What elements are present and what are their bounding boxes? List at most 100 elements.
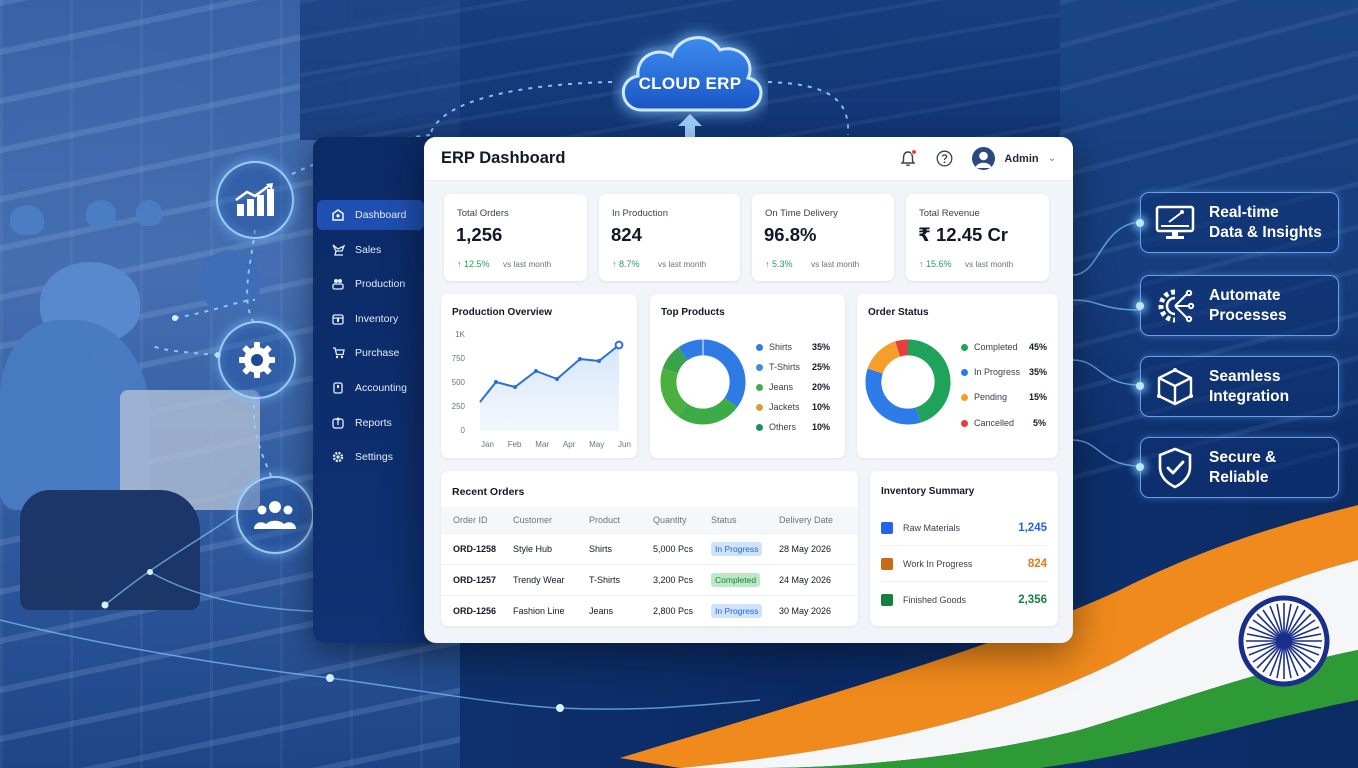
help-button[interactable] (934, 149, 954, 169)
production-line-chart (479, 340, 624, 431)
order-id[interactable]: ORD-1256 (441, 594, 513, 626)
legend-item: T-Shirts 25% (756, 362, 830, 372)
sidebar-item-sales[interactable]: Sales (317, 235, 424, 265)
factory-icon (331, 277, 345, 291)
kpi-comparison: vs last month (658, 260, 707, 269)
sidebar-item-label: Inventory (355, 312, 399, 325)
sidebar-item-label: Reports (355, 416, 392, 429)
kpi-value: ₹ 12.45 Cr (918, 224, 1009, 245)
inventory-item-work-in-progress[interactable]: Work In Progress 824 (881, 546, 1047, 582)
help-icon (936, 150, 953, 167)
feature-realtime-data: Real-time Data & Insights (1140, 192, 1339, 253)
sidebar-item-inventory[interactable]: Inventory (317, 304, 424, 334)
team-circle (236, 476, 314, 554)
column-header[interactable]: Status (711, 507, 779, 533)
feature-line2: Reliable (1209, 468, 1269, 486)
cube-icon (1157, 367, 1193, 405)
notifications-button[interactable] (898, 148, 918, 169)
sidebar-item-settings[interactable]: Settings (317, 442, 424, 472)
table-row[interactable]: ORD-1257 Trendy Wear T-Shirts 3,200 Pcs … (441, 563, 858, 595)
status-badge: Completed (711, 572, 761, 587)
column-header[interactable]: Customer (513, 507, 589, 533)
kpi-comparison: vs last month (811, 260, 860, 269)
analytics-circle (216, 161, 294, 239)
connector-dot (1136, 463, 1144, 471)
kpi-delta: ↑ 12.5% (457, 259, 490, 269)
shopping-cart-icon (331, 346, 345, 360)
sidebar-item-production[interactable]: Production (317, 269, 424, 299)
page-title: ERP Dashboard (441, 149, 566, 167)
table-row[interactable]: ORD-1258 Style Hub Shirts 5,000 Pcs In P… (441, 532, 858, 564)
legend-item: Others 10% (756, 422, 830, 432)
sidebar-item-reports[interactable]: Reports (317, 408, 424, 438)
status-badge: In Progress (711, 541, 763, 556)
user-icon (975, 151, 992, 168)
kpi-card-in-production: In Production 824 ↑ 8.7% vs last month (599, 194, 740, 281)
avatar[interactable] (972, 147, 996, 170)
shield-check-icon (1158, 447, 1192, 488)
cloud-erp-label: CLOUD ERP (638, 74, 742, 93)
chevron-down-icon[interactable]: ⌄ (1047, 153, 1056, 164)
kpi-card-total-orders: Total Orders 1,256 ↑ 12.5% vs last month (444, 194, 587, 281)
inventory-value: 1,245 (1018, 521, 1047, 534)
settings-circle (218, 321, 296, 399)
kpi-label: Total Revenue (919, 208, 980, 219)
x-axis-labels: Jan Feb Mar Apr May Jun (481, 440, 631, 449)
kpi-comparison: vs last month (503, 260, 552, 269)
column-header[interactable]: Order ID (441, 507, 513, 533)
order-id[interactable]: ORD-1258 (441, 532, 513, 564)
quantity: 2,800 Pcs (653, 594, 711, 626)
product: Shirts (589, 532, 653, 564)
legend-item: Cancelled 5% (961, 418, 1046, 428)
raw-materials-icon (881, 521, 893, 534)
legend-item: Shirts 35% (756, 342, 830, 352)
dashboard-main-panel: ERP Dashboard Admin ⌄ Total Orders 1,256… (424, 137, 1073, 643)
gear-icon (239, 342, 275, 378)
cloud-icon (621, 36, 763, 140)
inventory-value: 2,356 (1018, 594, 1047, 606)
home-icon (331, 208, 345, 222)
connector-dot (1136, 302, 1144, 310)
table-row[interactable]: ORD-1256 Fashion Line Jeans 2,800 Pcs In… (441, 594, 858, 626)
recent-orders-table: Order ID Customer Product Quantity Statu… (441, 507, 858, 626)
feature-automate-processes: Automate Processes (1140, 275, 1339, 336)
feature-line1: Real-time (1209, 203, 1279, 221)
production-overview-card: Production Overview 1K 750 500 250 0 (441, 294, 637, 458)
top-products-card: Top Products Shirts 35% T-Shirts 25% Jeans… (650, 294, 845, 458)
y-axis-labels: 1K 750 500 250 0 (451, 330, 465, 435)
users-group-icon (254, 501, 296, 529)
inventory-item-finished-goods[interactable]: Finished Goods 2,356 (881, 582, 1047, 618)
indian-flag-decoration (620, 505, 1358, 768)
legend-item: Pending 15% (961, 392, 1047, 402)
card-title: Inventory Summary (881, 486, 975, 497)
report-icon (331, 416, 345, 430)
sidebar-item-purchase[interactable]: Purchase (317, 338, 424, 368)
inventory-item-raw-materials[interactable]: Raw Materials 1,245 (881, 510, 1047, 546)
sidebar-item-label: Purchase (355, 347, 400, 360)
column-header[interactable]: Quantity (653, 507, 711, 533)
gear-network-icon (1158, 289, 1195, 322)
work-in-progress-icon (881, 557, 893, 570)
user-name[interactable]: Admin (1004, 152, 1039, 165)
kpi-card-on-time-delivery: On Time Delivery 96.8% ↑ 5.3% vs last mo… (752, 194, 894, 281)
kpi-label: Total Orders (457, 208, 509, 219)
recent-orders-card: Recent Orders Order ID Customer Product … (441, 471, 858, 626)
order-id[interactable]: ORD-1257 (441, 563, 513, 595)
sidebar-item-accounting[interactable]: Accounting (317, 373, 424, 403)
kpi-delta: ↑ 15.6% (919, 259, 952, 269)
feature-line2: Processes (1209, 306, 1287, 324)
feature-line1: Seamless (1209, 367, 1281, 385)
card-title: Top Products (661, 307, 725, 318)
column-header[interactable]: Product (589, 507, 653, 533)
order-status-card: Order Status Completed 45% In Progress 35%… (857, 294, 1058, 458)
feature-line1: Automate (1209, 286, 1281, 304)
card-title: Order Status (868, 307, 929, 318)
customer: Trendy Wear (513, 563, 589, 595)
sidebar-item-dashboard[interactable]: Dashboard (317, 200, 424, 230)
kpi-comparison: vs last month (965, 260, 1014, 269)
top-bar: ERP Dashboard Admin ⌄ (424, 137, 1073, 181)
column-header[interactable]: Delivery Date (779, 507, 858, 533)
kpi-delta: ↑ 8.7% (612, 259, 640, 269)
customer: Style Hub (513, 532, 589, 564)
card-title: Recent Orders (452, 486, 525, 498)
